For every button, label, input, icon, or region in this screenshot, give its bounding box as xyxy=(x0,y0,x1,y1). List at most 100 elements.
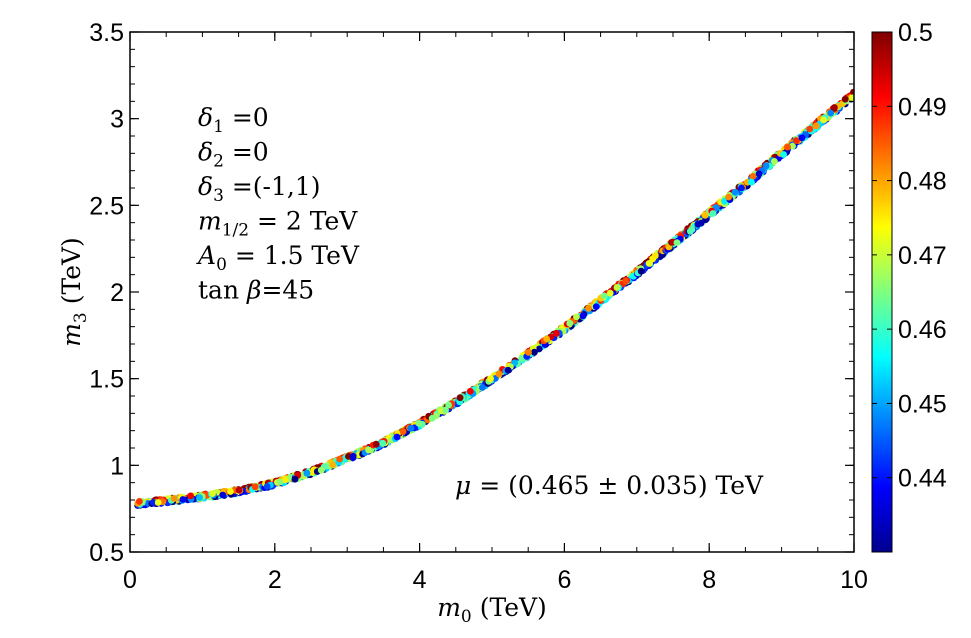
scatter-point xyxy=(196,494,204,501)
scatter-point xyxy=(585,304,592,312)
y-tick-label: 2.5 xyxy=(89,192,124,220)
scatter-point xyxy=(792,137,800,145)
colorbar-tick-label: 0.49 xyxy=(898,93,947,121)
scatter-point xyxy=(415,420,423,427)
parameter-line: δ1 =0 xyxy=(198,103,269,137)
y-axis-label: m3 (TeV) xyxy=(57,237,91,347)
scatter-point xyxy=(850,88,854,96)
scatter-point xyxy=(317,466,325,474)
colorbar-tick-label: 0.48 xyxy=(898,168,947,196)
scatter-point xyxy=(154,499,162,506)
scatter-point xyxy=(399,428,407,435)
axis-ticks xyxy=(129,31,855,553)
y-tick-label: 0.5 xyxy=(89,539,124,567)
parameter-line: δ2 =0 xyxy=(198,138,269,172)
scatter-point xyxy=(806,125,814,133)
scatter-point xyxy=(535,345,543,353)
scatter-point xyxy=(149,499,157,506)
y-tick-labels: 0.5 1 1.5 2 2.5 3 3.5 xyxy=(89,19,124,567)
scatter-point xyxy=(566,319,574,327)
scatter-point xyxy=(235,486,243,494)
scatter-point xyxy=(749,173,757,180)
colorbar-tick-label: 0.47 xyxy=(898,242,947,270)
x-tick-label: 2 xyxy=(268,566,282,594)
scatter-point xyxy=(219,491,227,499)
scatter-point xyxy=(525,349,532,356)
scatter-point xyxy=(456,394,464,402)
scatter-point xyxy=(771,158,778,165)
scatter-point xyxy=(445,401,452,409)
scatter-point xyxy=(345,453,352,460)
scatter-point xyxy=(725,193,732,201)
x-tick-label: 8 xyxy=(702,566,716,594)
scatter-point xyxy=(495,370,503,378)
x-tick-label: 4 xyxy=(413,566,427,594)
mu-annotation: μ = (0.465 ± 0.035) TeV xyxy=(455,471,764,500)
y-tick-label: 3.5 xyxy=(89,19,124,47)
parameter-line: δ3 =(-1,1) xyxy=(198,172,321,206)
scatter-point xyxy=(466,387,474,395)
scatter-point xyxy=(329,461,337,469)
scatter-points xyxy=(134,88,854,509)
scatter-point xyxy=(518,354,525,362)
x-axis-label: m0 (TeV) xyxy=(437,593,547,627)
scatter-point xyxy=(372,440,380,448)
scatter-point xyxy=(613,284,621,291)
scatter-point xyxy=(573,313,580,321)
scatter-point xyxy=(755,170,763,178)
scatter-point xyxy=(637,267,645,275)
scatter-point xyxy=(136,498,143,505)
scatter-point xyxy=(407,424,415,432)
colorbar-tick-label: 0.46 xyxy=(898,316,947,344)
scatter-point xyxy=(291,475,299,483)
scatter-point xyxy=(820,116,827,124)
y-tick-label: 3 xyxy=(110,106,124,134)
x-tick-labels: 0 2 4 6 8 10 xyxy=(123,566,868,594)
scatter-point xyxy=(504,366,512,374)
colorbar-ticks: 0.44 0.45 0.46 0.47 0.48 0.49 0.5 xyxy=(872,19,947,493)
y-tick-label: 2 xyxy=(110,279,124,307)
scatter-point xyxy=(622,277,629,285)
scatter-point xyxy=(673,239,681,247)
scatter-point xyxy=(336,455,344,463)
scatter-point xyxy=(428,414,436,422)
scatter-point xyxy=(379,439,387,447)
scatter-point xyxy=(812,122,820,130)
y-tick-label: 1 xyxy=(110,452,124,480)
scatter-point xyxy=(349,452,357,460)
scatter-point xyxy=(738,184,745,192)
scatter-point xyxy=(827,109,834,117)
x-tick-label: 6 xyxy=(557,566,571,594)
scatter-point xyxy=(688,226,696,233)
scatter-point xyxy=(251,483,259,491)
y-tick-label: 1.5 xyxy=(89,366,124,394)
scatter-point xyxy=(263,483,271,490)
scatter-point xyxy=(303,469,311,477)
scatter-point xyxy=(187,492,195,500)
colorbar xyxy=(871,31,893,553)
parameter-line: tan β=45 xyxy=(198,276,314,305)
scatter-point xyxy=(748,178,755,186)
scatter-point xyxy=(227,488,234,495)
scatter-point xyxy=(543,335,551,343)
scatter-point xyxy=(600,292,608,300)
scatter-point xyxy=(849,94,854,102)
scatter-point xyxy=(442,406,449,414)
colorbar-tick-label: 0.44 xyxy=(898,465,947,493)
scatter-point xyxy=(487,375,494,383)
scatter-point xyxy=(276,478,284,486)
scatter-point xyxy=(393,433,401,441)
scatter-point xyxy=(651,252,659,260)
scatter-point xyxy=(645,260,653,267)
scatter-point xyxy=(209,490,216,497)
scatter-point xyxy=(365,446,373,454)
scatter-point xyxy=(694,221,702,228)
scatter-point xyxy=(592,303,600,310)
parameter-line: m1/2 = 2 TeV xyxy=(198,207,358,241)
scatter-point xyxy=(831,104,838,111)
scatter-point xyxy=(179,496,187,503)
colorbar-tick-label: 0.45 xyxy=(898,390,947,418)
parameter-line: A0 = 1.5 TeV xyxy=(196,241,360,275)
